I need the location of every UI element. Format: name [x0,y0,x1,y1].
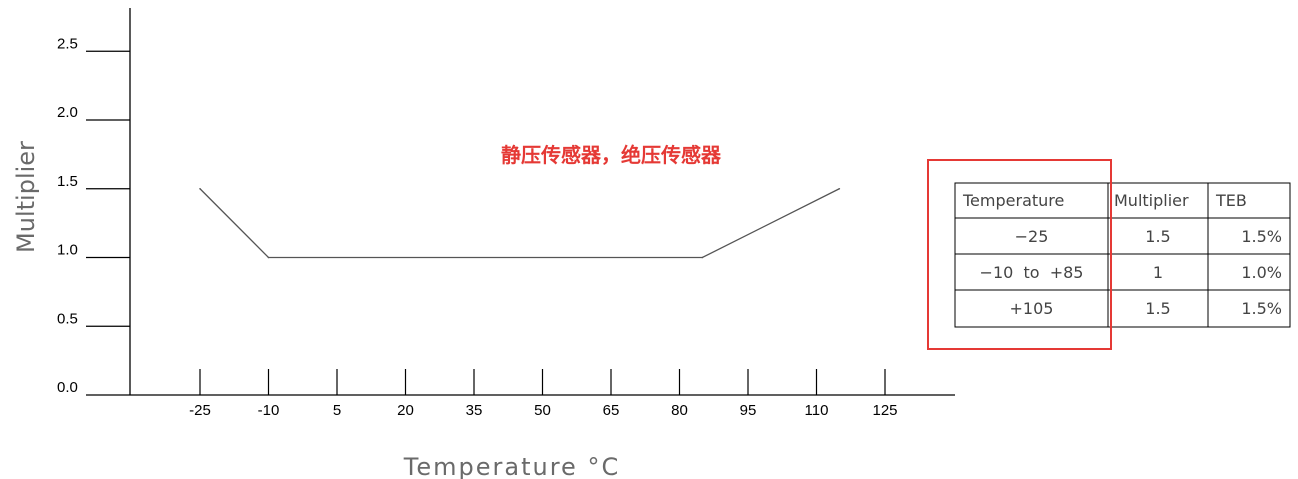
table-header-cell: Multiplier [1114,191,1189,210]
x-tick-label: 80 [671,402,688,419]
table-cell: −10 to +85 [980,263,1084,282]
series-point [199,187,201,190]
table-cell: 1.5 [1145,299,1170,318]
series-point [701,256,704,259]
series-point [267,256,270,259]
x-tick-label: 110 [805,402,829,419]
y-tick-label: 1.0 [57,242,78,259]
series-layer [199,187,841,259]
x-tick-label: 5 [333,402,341,419]
table-header-cell: TEB [1215,191,1247,210]
x-tick-label: 125 [872,402,897,419]
table-cell: 1 [1153,263,1163,282]
x-tick-label: -10 [258,402,280,419]
y-axis-title: Multiplier [12,141,40,253]
table-cell: 1.5% [1241,227,1282,246]
x-tick-label: -25 [189,402,211,419]
x-tick-label: 20 [397,402,414,419]
y-tick-label: 0.5 [57,310,78,327]
x-axis-title: Temperature °C [403,453,620,479]
table-cell: −25 [1015,227,1049,246]
series-point [838,187,841,190]
x-tick-label: 65 [603,402,620,419]
table-cell: 1.5 [1145,227,1170,246]
y-tick-label: 0.0 [57,379,78,396]
highlight-box [927,159,1112,350]
table-cell: +105 [1010,299,1054,318]
table-header-cell: Temperature [962,191,1064,210]
y-tick-label: 2.5 [57,35,78,52]
table-border [954,182,1291,328]
x-tick-label: 95 [740,402,757,419]
chart-annotation: 静压传感器，绝压传感器 [501,143,722,167]
series-line [199,188,840,259]
y-tick-label: 1.5 [57,173,78,190]
y-tick-label: 2.0 [57,104,78,121]
axes: 0.0 0.5 1.0 1.5 2.0 2.5 -25 -10 5 20 35 50 65 80 95 110… [57,8,955,419]
x-tick-label: 50 [534,402,551,419]
data-table: Temperature Multiplier TEB −25 1.5 1.5% −10 to… [954,182,1291,328]
table-cell: 1.0% [1241,263,1282,282]
x-tick-label: 35 [466,402,483,419]
table-cell: 1.5% [1241,299,1282,318]
